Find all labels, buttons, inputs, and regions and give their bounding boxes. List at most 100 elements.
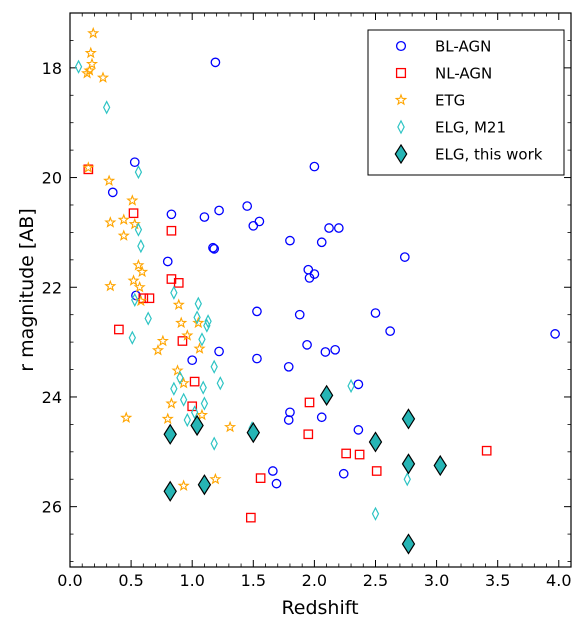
data-point <box>371 506 380 521</box>
data-point <box>162 256 173 267</box>
data-point <box>103 174 116 187</box>
data-point <box>195 408 209 421</box>
data-point <box>203 318 211 333</box>
data-point <box>324 223 334 233</box>
data-point <box>210 359 218 374</box>
data-point <box>200 396 209 411</box>
axis-ticks: 0.0 0.5 1.0 1.5 2.0 2.5 3.0 3.5 4.0 18 20 22 24 26 <box>42 13 572 590</box>
data-point <box>128 217 141 230</box>
data-point <box>304 397 315 408</box>
data-point <box>283 415 294 425</box>
data-point <box>481 445 492 456</box>
data-point <box>271 478 282 489</box>
data-point <box>303 264 314 275</box>
legend-label: ETG <box>435 92 465 110</box>
data-point <box>303 429 314 440</box>
data-point <box>401 408 416 430</box>
data-point <box>204 314 212 329</box>
y-tick-label: 20 <box>42 169 62 188</box>
data-point <box>285 407 295 418</box>
legend-label: ELG, this work <box>435 146 543 164</box>
data-point <box>166 225 177 236</box>
data-point <box>81 66 94 79</box>
data-point <box>401 453 416 475</box>
data-point <box>163 480 177 502</box>
data-point <box>192 316 205 329</box>
series-2 <box>81 26 237 491</box>
data-point <box>117 213 130 225</box>
data-point <box>330 344 341 355</box>
data-point <box>354 449 365 460</box>
data-point <box>283 361 294 372</box>
data-point <box>128 330 136 345</box>
data-point <box>309 161 320 172</box>
data-point <box>214 205 224 216</box>
data-point <box>136 265 149 278</box>
x-tick-label: 1.0 <box>179 571 204 590</box>
data-point <box>177 376 190 389</box>
legend-label: BL-AGN <box>435 38 491 56</box>
data-point <box>198 332 206 347</box>
data-point <box>252 306 262 317</box>
data-point <box>368 431 383 453</box>
plot-frame <box>69 12 572 568</box>
data-point <box>166 209 177 220</box>
data-point <box>165 397 178 409</box>
data-point <box>242 201 253 211</box>
data-point <box>127 274 140 286</box>
data-point <box>197 474 212 496</box>
data-point <box>193 342 206 354</box>
legend-label: ELG, M21 <box>435 119 506 137</box>
data-point <box>134 164 143 180</box>
data-point <box>246 421 261 444</box>
data-point <box>371 466 382 476</box>
data-point <box>208 242 218 253</box>
data-point <box>285 235 295 246</box>
data-point <box>353 379 364 390</box>
data-point <box>401 533 416 555</box>
data-point <box>179 392 188 407</box>
data-point <box>176 370 184 385</box>
data-point <box>107 187 118 198</box>
data-point <box>190 405 199 420</box>
x-tick-label: 2.5 <box>363 571 388 590</box>
legend-marker <box>395 40 407 52</box>
data-point <box>403 472 411 487</box>
legend-marker <box>397 119 405 135</box>
data-point <box>183 412 191 428</box>
data-point <box>433 454 447 477</box>
x-tick-label: 0.0 <box>57 571 82 590</box>
data-point <box>267 466 278 476</box>
data-point <box>175 316 188 329</box>
data-point <box>177 336 188 346</box>
data-point <box>216 376 224 391</box>
data-point <box>126 194 139 206</box>
data-point <box>102 100 111 115</box>
data-point <box>134 222 143 237</box>
data-point <box>254 216 265 227</box>
data-point <box>353 425 364 435</box>
y-axis-title-group: r magnitude [AB] <box>16 208 38 372</box>
data-point <box>209 472 222 485</box>
data-point <box>252 353 262 364</box>
data-point <box>131 292 139 307</box>
data-point <box>129 157 140 168</box>
data-point <box>190 414 204 437</box>
data-point <box>193 310 201 325</box>
data-point <box>96 71 110 83</box>
data-point <box>82 161 95 173</box>
data-point <box>341 448 352 459</box>
data-point <box>248 220 259 231</box>
x-tick-label: 3.5 <box>485 571 510 590</box>
x-tick-label: 3.0 <box>424 571 449 590</box>
data-point <box>172 298 185 310</box>
data-point <box>347 378 355 394</box>
data-point <box>161 412 174 425</box>
data-point <box>128 208 139 219</box>
data-point <box>199 380 207 395</box>
data-point <box>189 376 200 387</box>
data-point <box>84 46 97 59</box>
data-point <box>319 384 334 406</box>
data-point <box>144 293 155 304</box>
data-point <box>117 229 130 241</box>
